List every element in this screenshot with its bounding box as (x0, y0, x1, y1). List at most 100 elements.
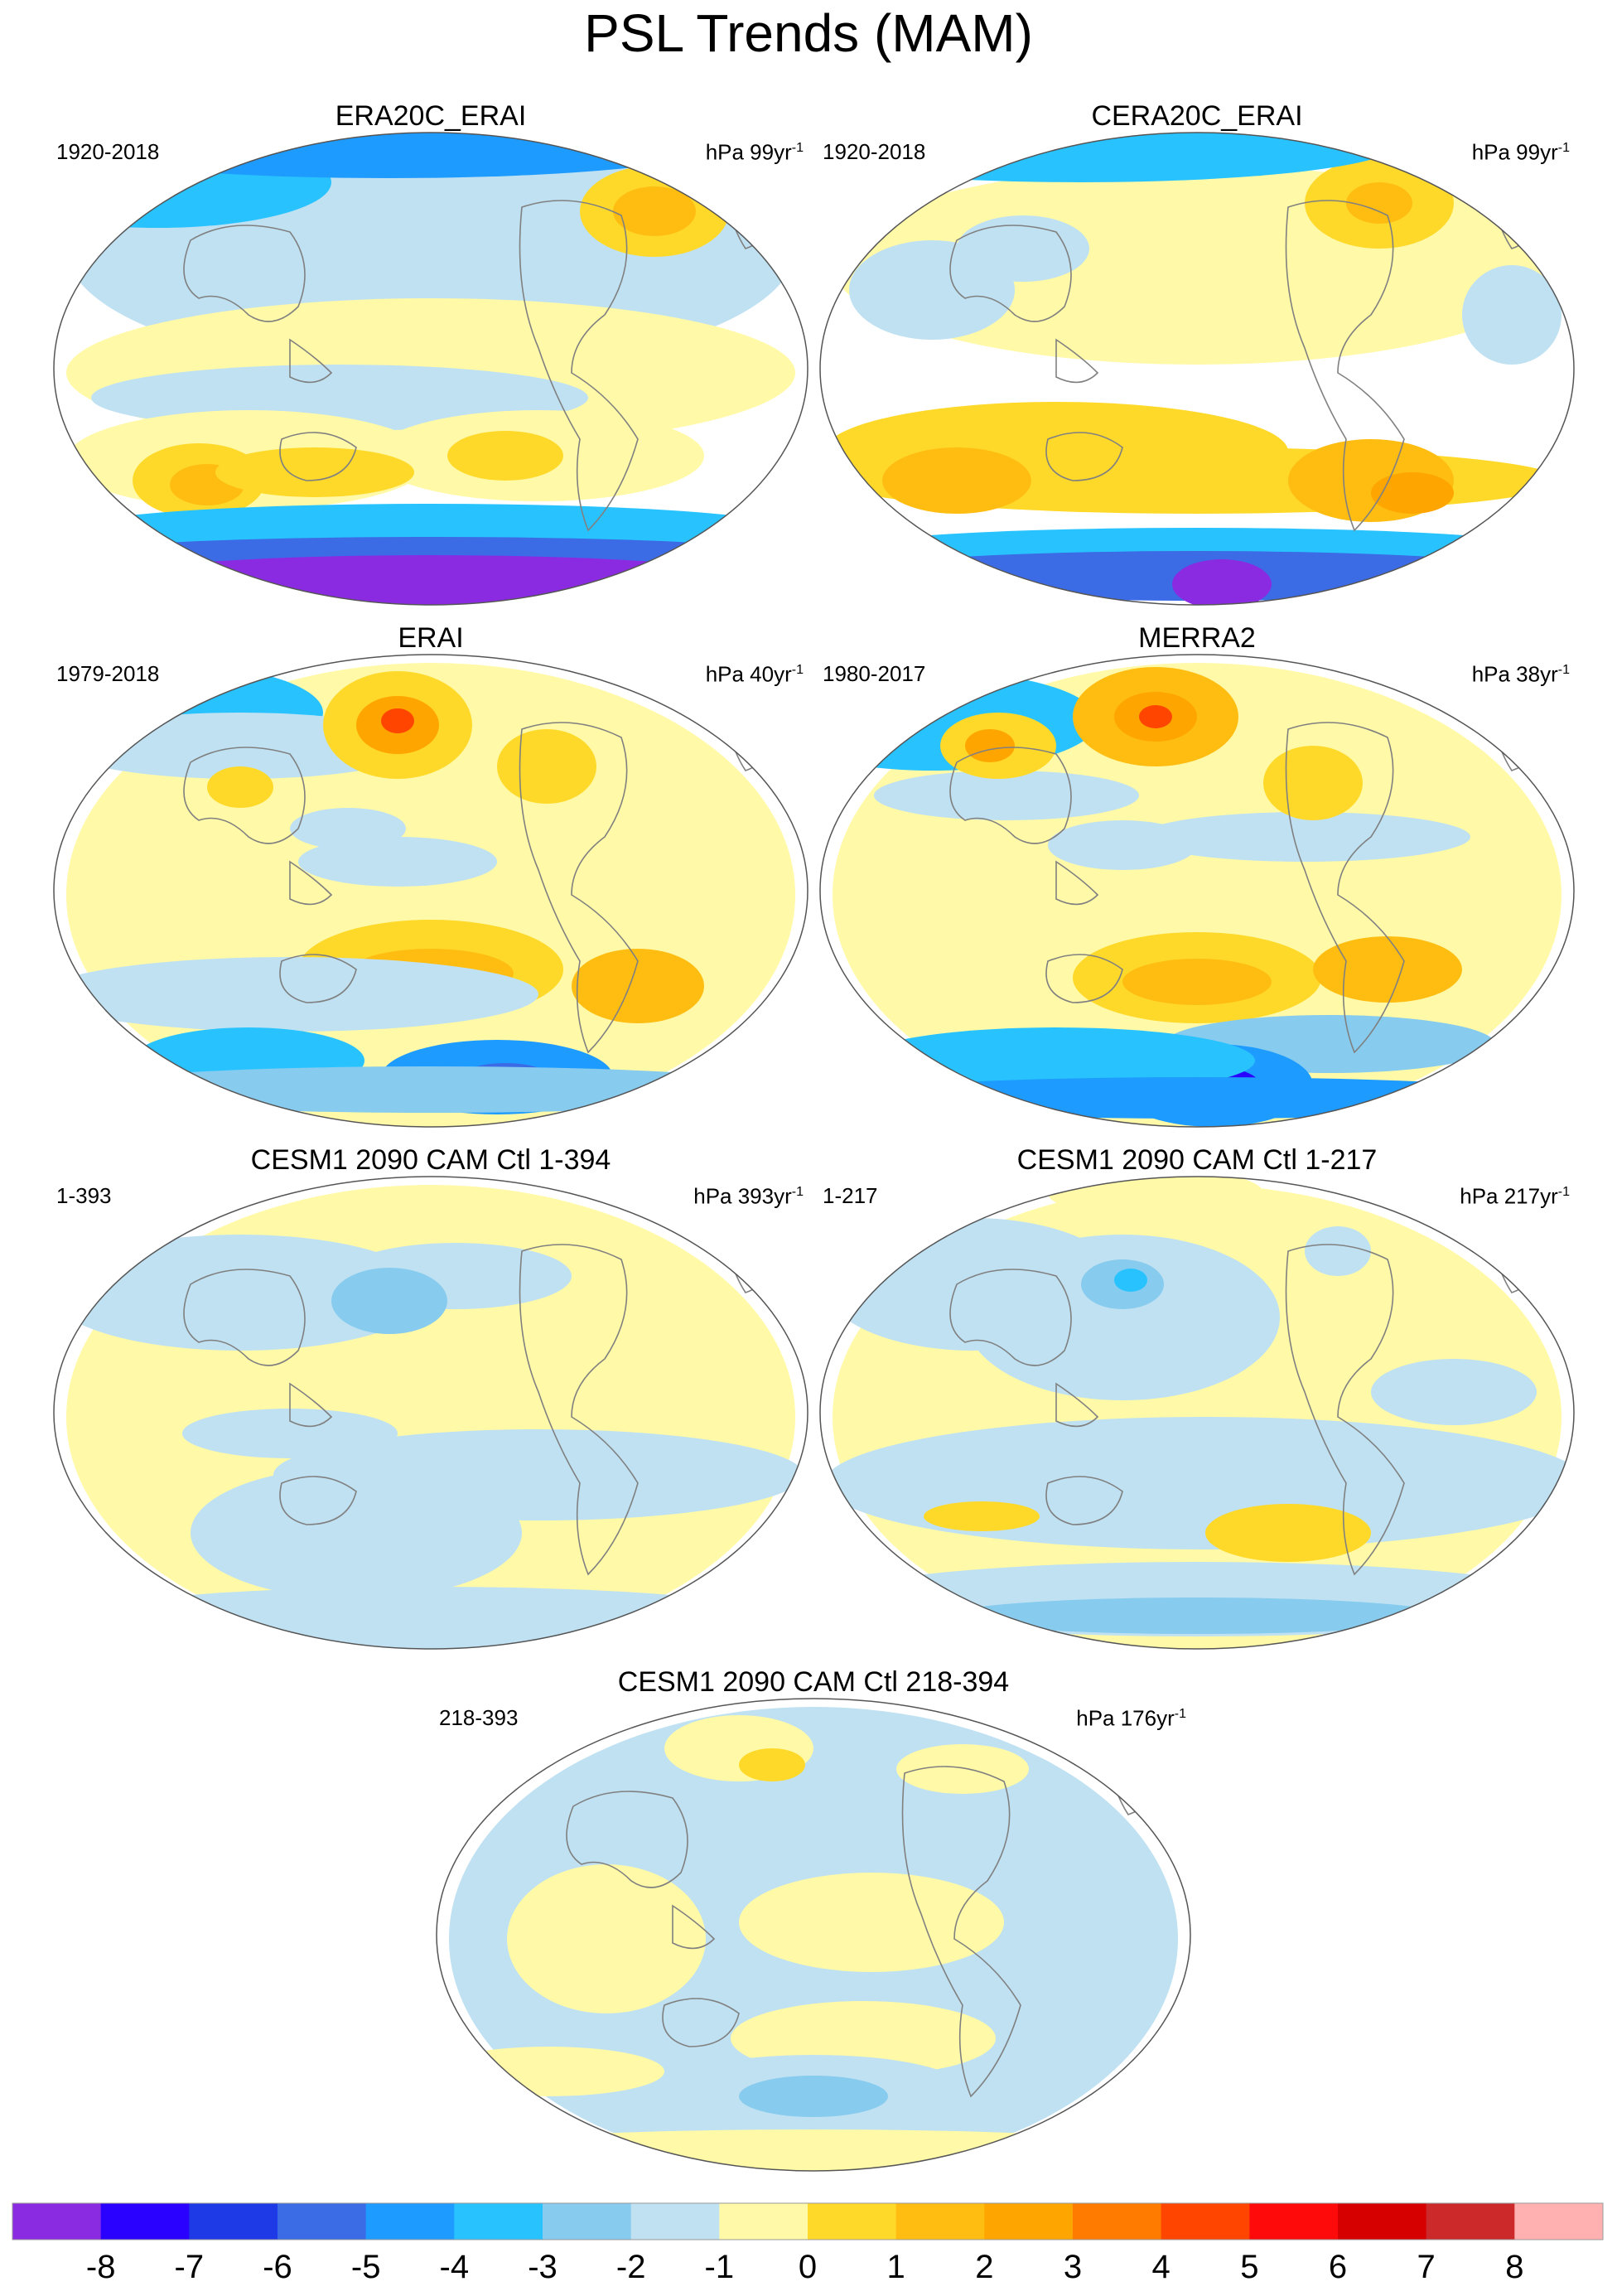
colorbar-label: -7 (175, 2249, 205, 2284)
trend-contour-region (739, 2076, 888, 2117)
trend-contour-region (1371, 1359, 1537, 1425)
coastline (1045, 954, 1123, 1003)
colorbar-label: 3 (1064, 2249, 1082, 2284)
panel-units: hPa 217yr-1 (1460, 1183, 1570, 1209)
coastline (1285, 1244, 1405, 1576)
coastline (1103, 1738, 1162, 1815)
map-panel-cera20c-erai: CERA20C_ERAI 1920-2018 hPa 99yr-1 (808, 99, 1586, 613)
map-outline (53, 1176, 808, 1650)
trend-map (819, 132, 1575, 606)
colorbar-swatch (543, 2203, 632, 2240)
colorbar-swatch (189, 2203, 278, 2240)
trend-contour-region (1048, 1177, 1263, 1218)
colorbar-swatch (1073, 2203, 1162, 2240)
trend-contour-region (965, 1235, 1280, 1400)
trend-contour-region (507, 1864, 706, 2013)
coastline (566, 1791, 688, 1888)
colorbar-swatch (365, 2203, 455, 2240)
panel-title: CESM1 2090 CAM Ctl 1-217 (1016, 1144, 1378, 1176)
colorbar-swatch (1249, 2203, 1339, 2240)
coastline (901, 1766, 1021, 2098)
trend-contour-region (54, 1235, 431, 1351)
trend-contour-region (1122, 959, 1272, 1005)
trend-contour-region (882, 447, 1031, 514)
colorbar-label: 5 (1240, 2249, 1258, 2284)
panel-title: ERA20C_ERAI (335, 100, 527, 132)
colorbar-label: -2 (616, 2249, 646, 2284)
colorbar-label: -5 (351, 2249, 381, 2284)
coastline (672, 1904, 716, 1950)
trend-contour-region (437, 2047, 664, 2096)
trend-contour-region (739, 1748, 805, 1781)
trend-contour-region (1205, 1504, 1371, 1562)
trend-contour-region (613, 186, 696, 236)
colorbar-swatch (1514, 2203, 1604, 2240)
trend-contour-region (58, 555, 804, 605)
trend-contour-region (298, 837, 497, 887)
trend-contour-region (66, 1587, 795, 1649)
map-panel-cesm1-ctl-218-394: CESM1 2090 CAM Ctl 218-394 218-393 hPa 1… (424, 1665, 1203, 2179)
colorbar-swatch (100, 2203, 190, 2240)
trend-contour-region (948, 1598, 1446, 1634)
trend-contour-region (215, 447, 414, 497)
trend-contour-region (739, 1873, 1004, 1972)
colorbar-swatch (984, 2203, 1074, 2240)
panel-period: 1979-2018 (56, 661, 160, 686)
trend-map (436, 1698, 1191, 2172)
map-panel-cesm1-ctl-1-394: CESM1 2090 CAM Ctl 1-394 1-393 hPa 393yr… (41, 1143, 820, 1657)
coastline (279, 432, 357, 481)
colorbar-label: 6 (1329, 2249, 1347, 2284)
map-panel-merra2: MERRA2 1980-2017 hPa 38yr-1 (808, 621, 1586, 1135)
trend-contour-region (833, 1077, 1561, 1119)
panel-title: CESM1 2090 CAM Ctl 1-394 (250, 1144, 611, 1176)
trend-contour-region (447, 431, 563, 481)
trend-contour-region (1139, 812, 1470, 862)
trend-contour-region (874, 771, 1139, 820)
coastline (289, 1382, 333, 1428)
panel-period: 1920-2018 (56, 139, 160, 164)
trend-map (819, 1176, 1575, 1650)
panel-period: 1920-2018 (823, 139, 926, 164)
colorbar-swatch (278, 2203, 367, 2240)
trend-contour-region (924, 1501, 1040, 1531)
figure-title: PSL Trends (MAM) (584, 3, 1033, 63)
trend-contour-region (449, 2129, 1178, 2171)
coastline (519, 200, 639, 532)
trend-contour-region (1313, 936, 1462, 1003)
map-outline (819, 1176, 1575, 1650)
trend-contour-region (1305, 1226, 1371, 1276)
trend-contour-region (331, 1268, 447, 1334)
panel-title: CERA20C_ERAI (1091, 100, 1303, 132)
colorbar-swatch (630, 2203, 720, 2240)
colorbar-label: -8 (86, 2249, 116, 2284)
coastline (183, 225, 306, 322)
trend-contour-region (497, 729, 596, 804)
map-panel-era20c-erai: ERA20C_ERAI 1920-2018 hPa 99yr-1 (41, 99, 820, 613)
trend-map (819, 654, 1575, 1128)
colorbar-label: 1 (887, 2249, 905, 2284)
coastline (519, 1244, 639, 1576)
trend-map (53, 654, 808, 1128)
panel-title: CESM1 2090 CAM Ctl 218-394 (617, 1666, 1010, 1698)
colorbar-swatch (895, 2203, 985, 2240)
coastline (279, 954, 357, 1003)
trend-contour-region (1172, 559, 1272, 605)
colorbar-label: 2 (975, 2249, 993, 2284)
colorbar-swatch (808, 2203, 897, 2240)
coastline (1045, 1476, 1123, 1525)
panel-units: hPa 393yr-1 (693, 1183, 804, 1209)
map-outline (819, 132, 1575, 606)
trend-contour-region (572, 949, 704, 1023)
panel-period: 1980-2017 (823, 661, 926, 686)
coastline (1055, 860, 1099, 906)
coastline (1045, 432, 1123, 481)
trend-contour-region (1371, 472, 1454, 514)
colorbar: -8 -7 -6 -5 -4 -3 -2 -1 0 1 2 3 4 5 6 7 8 (12, 2202, 1604, 2284)
trend-contour-region (191, 1467, 522, 1599)
colorbar-swatch (454, 2203, 543, 2240)
trend-contour-region (965, 729, 1015, 762)
coastline (1055, 1382, 1099, 1428)
panel-units: hPa 99yr-1 (1471, 139, 1570, 165)
map-panel-erai: ERAI 1979-2018 hPa 40yr-1 (41, 621, 820, 1135)
panel-period: 218-393 (439, 1705, 519, 1730)
